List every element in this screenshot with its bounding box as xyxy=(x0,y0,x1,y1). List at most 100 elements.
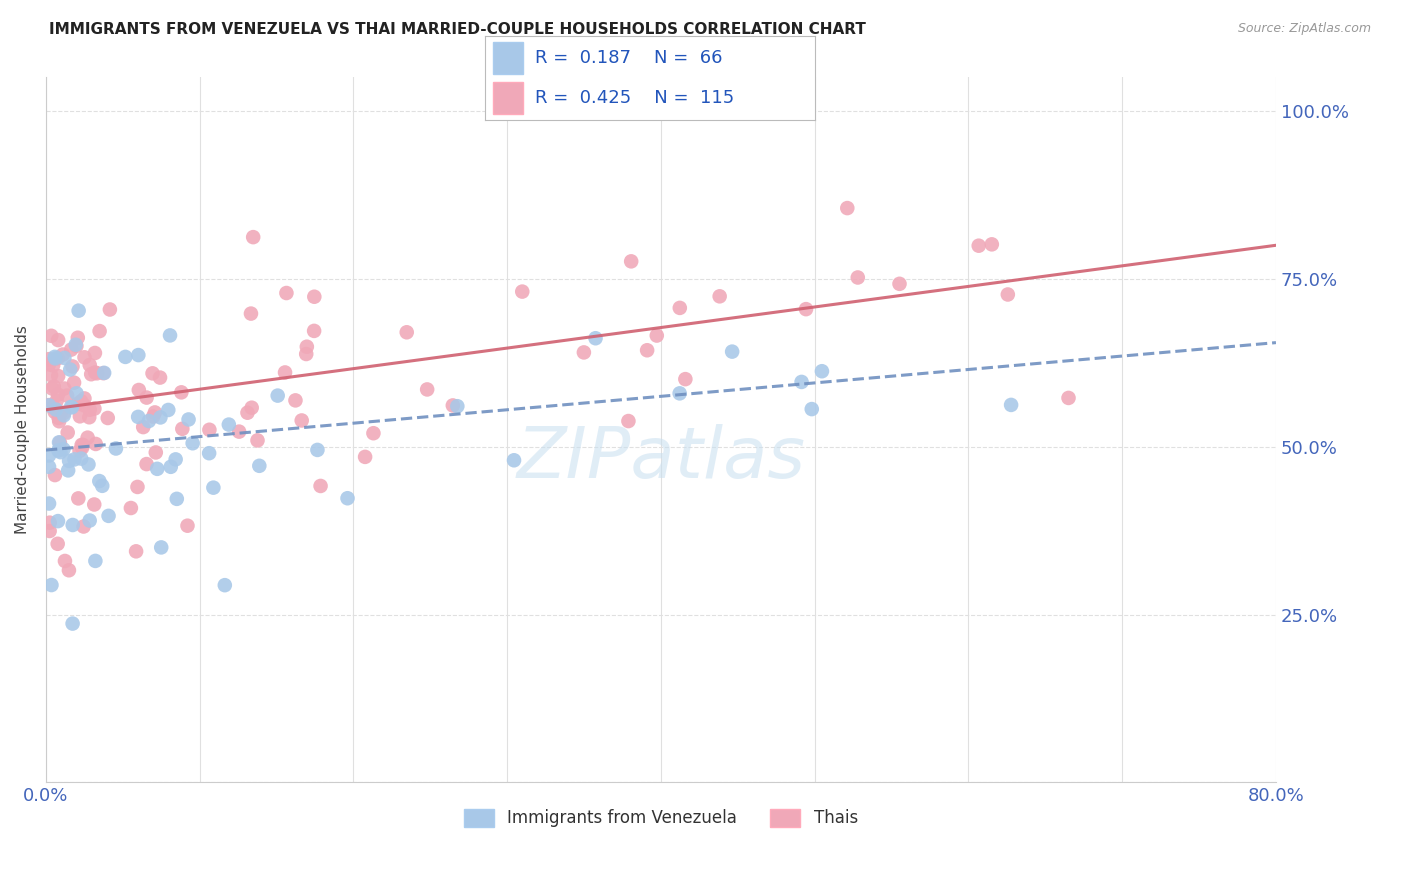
Point xyxy=(176,518,198,533)
Point xyxy=(52,442,75,457)
Point xyxy=(46,387,69,401)
Point xyxy=(274,366,297,380)
Point xyxy=(170,385,193,400)
Point xyxy=(48,414,70,428)
Point xyxy=(49,445,72,459)
Point xyxy=(150,541,173,555)
Point xyxy=(41,578,63,592)
Point xyxy=(1000,398,1022,412)
Point xyxy=(620,254,643,268)
Point xyxy=(41,382,63,396)
Point xyxy=(79,402,101,417)
Point xyxy=(198,423,221,437)
Point xyxy=(202,481,225,495)
Point xyxy=(794,302,817,317)
Point xyxy=(304,290,326,304)
Point xyxy=(53,351,76,365)
Point xyxy=(39,328,62,343)
Point xyxy=(172,422,194,436)
Point xyxy=(39,368,62,383)
Point xyxy=(52,406,75,420)
Point xyxy=(53,554,76,568)
Point xyxy=(67,491,90,506)
Point xyxy=(709,289,731,303)
Point xyxy=(93,366,115,380)
Point xyxy=(636,343,658,358)
Point xyxy=(52,409,75,423)
Point xyxy=(132,420,155,434)
Point xyxy=(295,347,318,361)
Point xyxy=(63,452,86,467)
Point xyxy=(669,301,692,315)
Point xyxy=(354,450,377,464)
Point xyxy=(149,370,172,384)
Point xyxy=(309,479,332,493)
Point xyxy=(84,366,107,380)
Point xyxy=(165,452,187,467)
Point xyxy=(416,383,439,397)
Point xyxy=(67,303,90,318)
Point xyxy=(46,537,69,551)
Point xyxy=(52,347,75,361)
Point xyxy=(585,331,607,345)
Point xyxy=(58,563,80,577)
Point xyxy=(239,307,262,321)
Point xyxy=(44,350,66,364)
Point xyxy=(98,302,121,317)
Point xyxy=(104,442,127,456)
Point xyxy=(846,270,869,285)
Point xyxy=(673,372,696,386)
Point xyxy=(44,468,66,483)
Point xyxy=(89,474,111,488)
Point xyxy=(42,401,65,415)
Point xyxy=(295,340,318,354)
Point xyxy=(66,331,89,345)
Point xyxy=(38,449,60,463)
Point xyxy=(149,410,172,425)
Point xyxy=(56,463,79,477)
Point xyxy=(86,367,108,381)
Point xyxy=(73,398,96,412)
Text: ZIPatlas: ZIPatlas xyxy=(516,424,806,492)
Point xyxy=(56,388,79,402)
Point xyxy=(980,237,1002,252)
Point xyxy=(291,413,314,427)
Point xyxy=(240,401,263,415)
Point xyxy=(69,443,91,458)
Point xyxy=(65,386,87,401)
Point xyxy=(336,491,359,506)
Point xyxy=(65,337,87,351)
Point xyxy=(38,357,60,371)
Point xyxy=(120,501,142,516)
Point xyxy=(218,417,240,432)
Point xyxy=(83,498,105,512)
Point xyxy=(46,333,69,347)
Point xyxy=(572,345,595,359)
Point xyxy=(668,386,690,401)
Point xyxy=(38,398,60,412)
Point xyxy=(62,518,84,533)
Point xyxy=(45,402,67,417)
Point xyxy=(70,394,93,409)
Legend: Immigrants from Venezuela, Thais: Immigrants from Venezuela, Thais xyxy=(457,802,865,834)
Point xyxy=(77,458,100,472)
Point xyxy=(837,201,859,215)
Point xyxy=(62,359,84,374)
Point xyxy=(142,409,165,424)
Point xyxy=(38,524,60,538)
Point xyxy=(997,287,1019,301)
Point xyxy=(247,458,270,473)
Point xyxy=(48,435,70,450)
Point xyxy=(125,544,148,558)
Point xyxy=(617,414,640,428)
Point xyxy=(80,368,103,382)
Point xyxy=(46,514,69,528)
Point xyxy=(721,344,744,359)
Point xyxy=(143,405,166,419)
Point xyxy=(73,392,96,406)
Point xyxy=(97,411,120,425)
Point xyxy=(645,328,668,343)
Point xyxy=(38,352,60,367)
Point xyxy=(56,425,79,440)
Point xyxy=(790,375,813,389)
